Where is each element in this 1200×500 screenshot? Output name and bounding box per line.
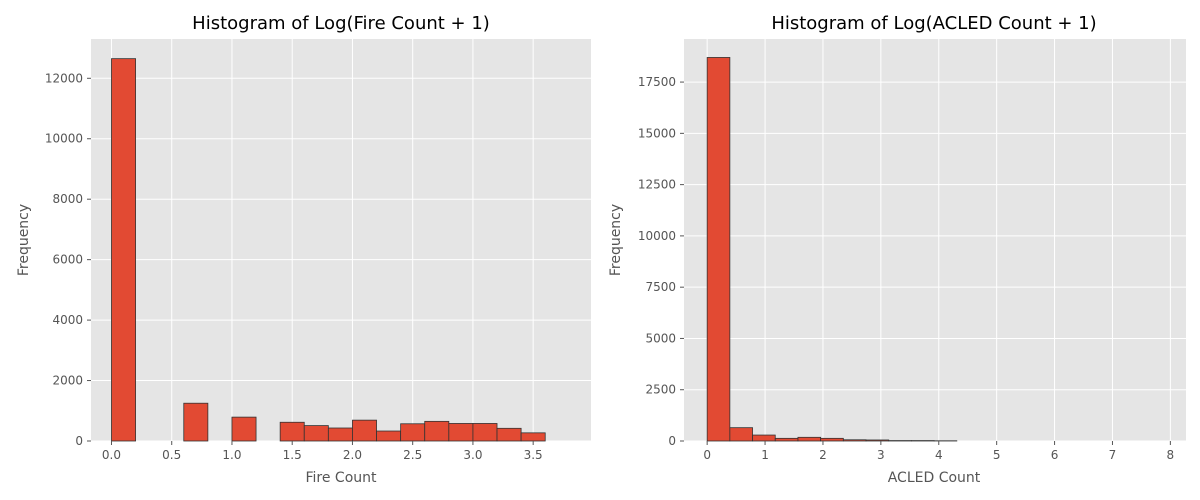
x-tick-label: 2.5 [403, 448, 422, 462]
y-tick-label: 8000 [52, 192, 83, 206]
y-axis-label: Frequency [608, 204, 624, 276]
histogram-bar [183, 402, 209, 442]
x-tick-label: 6 [1051, 448, 1059, 462]
y-tick-label: 10000 [638, 229, 676, 243]
histogram-bar [472, 423, 498, 442]
x-tick-label: 5 [993, 448, 1001, 462]
y-tick-label: 15000 [638, 126, 676, 140]
y-tick-label: 17500 [638, 75, 676, 89]
y-tick-label: 0 [668, 434, 676, 448]
x-tick-label: 3 [877, 448, 885, 462]
x-tick-label: 8 [1167, 448, 1175, 462]
histogram-bar [496, 427, 522, 442]
acled-count-histogram: 0 1 2 3 4 5 6 7 8 0 2500 5000 7500 10000 12500 15000 175… [608, 13, 1186, 486]
x-tick-label: 0 [703, 448, 711, 462]
histogram-bar [424, 420, 450, 442]
histogram-bar [400, 423, 426, 442]
chart-title: Histogram of Log(ACLED Count + 1) [771, 13, 1096, 34]
x-tick-label: 3.0 [463, 448, 482, 462]
y-tick-label: 4000 [52, 313, 83, 327]
histogram-bar [231, 416, 257, 442]
y-tick-label: 6000 [52, 253, 83, 267]
histogram-bar [448, 423, 474, 442]
x-axis-label: ACLED Count [888, 470, 981, 486]
histogram-bar [842, 439, 867, 442]
plot-area [684, 39, 1186, 441]
histogram-bar [706, 57, 731, 442]
histogram-bar [279, 421, 305, 442]
x-tick-label: 1.0 [222, 448, 241, 462]
y-tick-label: 12000 [45, 71, 83, 85]
x-tick-label: 4 [935, 448, 943, 462]
y-tick-label: 12500 [638, 178, 676, 192]
x-tick-label: 7 [1109, 448, 1117, 462]
x-tick-label: 0.0 [102, 448, 121, 462]
plot-area [91, 39, 591, 441]
histogram-bar [327, 427, 353, 442]
histogram-bar [520, 432, 546, 442]
x-tick-label: 0.5 [162, 448, 181, 462]
fire-count-histogram: 0.0 0.5 1.0 1.5 2.0 2.5 3.0 3.5 0 2000 4000 6000 800… [16, 13, 591, 486]
x-tick-label: 2.0 [343, 448, 362, 462]
histogram-bar [303, 425, 329, 442]
histogram-bar [865, 439, 890, 442]
chart-title: Histogram of Log(Fire Count + 1) [192, 13, 490, 34]
histogram-bar [820, 437, 844, 442]
histogram-bar [111, 58, 136, 442]
y-tick-label: 0 [75, 434, 83, 448]
x-tick-label: 2 [819, 448, 827, 462]
histogram-bar [752, 434, 776, 442]
x-tick-label: 3.5 [524, 448, 543, 462]
y-tick-label: 10000 [45, 132, 83, 146]
histogram-bar [376, 430, 402, 442]
histogram-bar [774, 437, 799, 442]
histogram-bar [797, 436, 822, 442]
x-axis-label: Fire Count [305, 470, 377, 486]
y-tick-label: 2000 [52, 374, 83, 388]
histogram-bar [729, 427, 753, 442]
histogram-bar [352, 419, 377, 442]
y-tick-label: 2500 [645, 383, 676, 397]
y-axis-label: Frequency [16, 204, 32, 276]
x-tick-label: 1.5 [283, 448, 302, 462]
y-tick-label: 7500 [645, 280, 676, 294]
x-tick-label: 1 [761, 448, 769, 462]
y-tick-label: 5000 [645, 331, 676, 345]
